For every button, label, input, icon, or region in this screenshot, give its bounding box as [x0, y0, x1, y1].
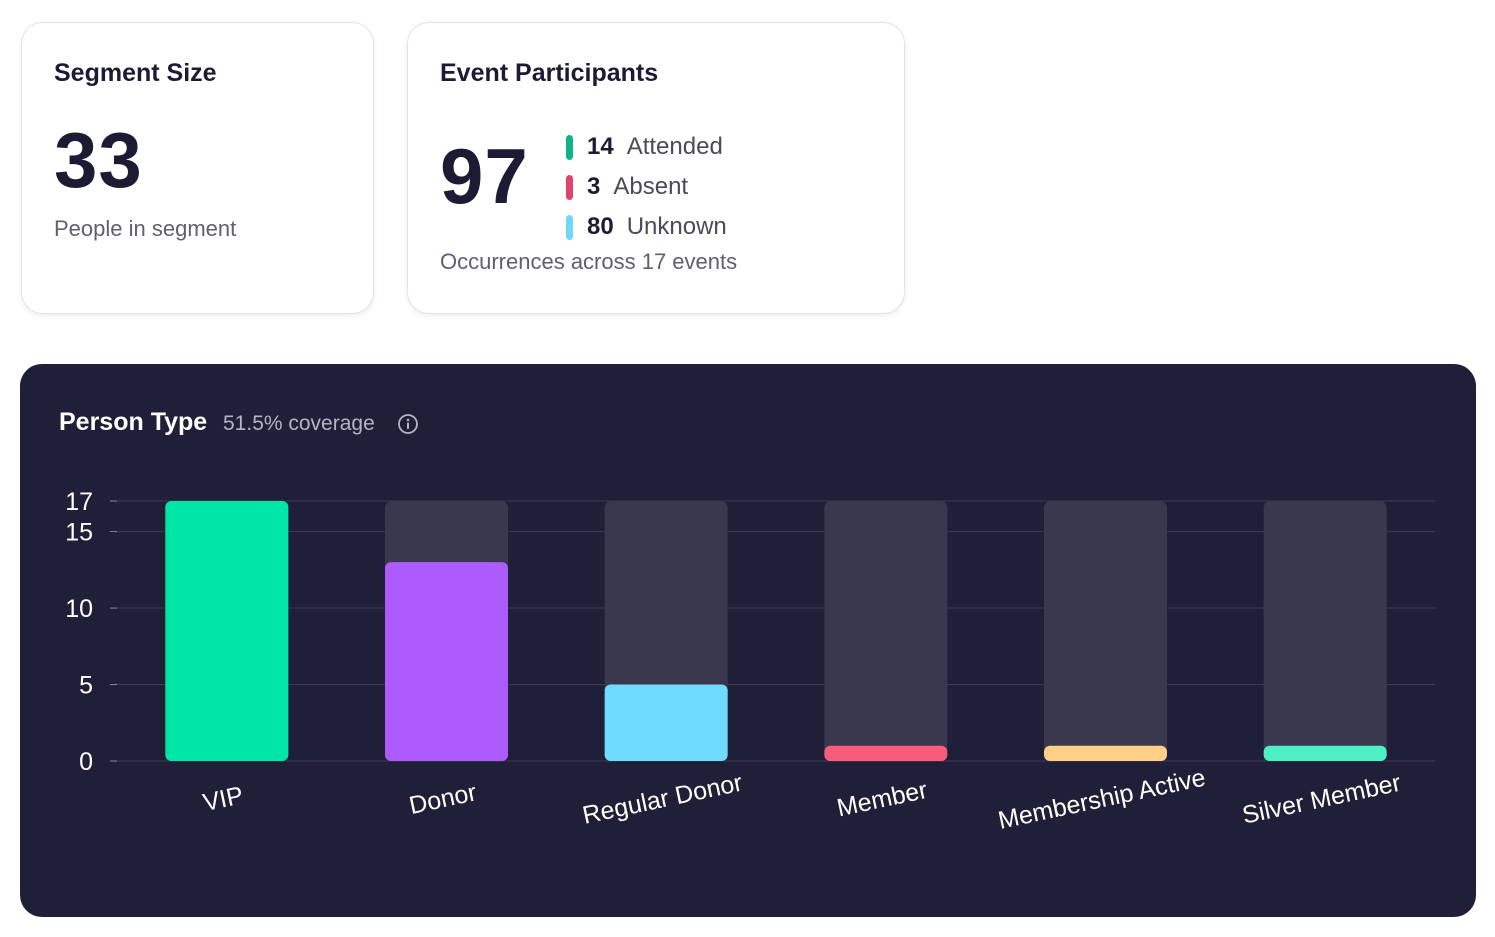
y-tick-label: 0 — [79, 748, 93, 776]
attended-label: Attended — [626, 133, 723, 160]
unknown-count: 80 — [587, 213, 614, 240]
person-type-chart-panel: Person Type 51.5% coverage 0 5 10 15 17 VIP Do… — [20, 364, 1476, 917]
bar-track — [824, 501, 948, 761]
event-participants-value: 97 — [440, 132, 529, 220]
x-tick-label: Silver Member — [1240, 769, 1403, 830]
bar-member — [824, 745, 948, 761]
segment-size-value: 33 — [54, 116, 143, 204]
y-tick-label: 17 — [65, 488, 93, 516]
unknown-label: Unknown — [626, 213, 727, 240]
event-participants-title: Event Participants — [440, 59, 659, 87]
event-participants-caption: Occurrences across 17 events — [440, 249, 738, 274]
breakdown-unknown: 80 Unknown — [566, 207, 727, 247]
chart-title: Person Type — [59, 408, 208, 436]
info-circle-icon[interactable] — [397, 413, 419, 435]
chart-coverage: 51.5% coverage — [223, 412, 375, 435]
absent-color-marker — [566, 174, 573, 200]
segment-size-caption: People in segment — [54, 216, 237, 241]
x-tick-label: Donor — [407, 778, 479, 820]
y-tick-label: 5 — [79, 672, 93, 700]
absent-label: Absent — [613, 173, 689, 200]
attended-color-marker — [566, 134, 573, 160]
segment-size-card: Segment Size 33 People in segment — [21, 22, 374, 314]
unknown-color-marker — [566, 214, 573, 240]
x-tick-label: VIP — [201, 781, 246, 817]
x-tick-label: Member — [834, 776, 930, 822]
attended-count: 14 — [587, 133, 614, 160]
breakdown-absent: 3 Absent — [566, 167, 727, 207]
event-participants-card: Event Participants 97 14 Attended 3 Abse… — [407, 22, 905, 314]
bar-regular-donor — [604, 684, 728, 761]
bar-track — [1044, 501, 1167, 761]
absent-count: 3 — [587, 173, 601, 200]
bar-membership-active — [1044, 745, 1167, 761]
segment-size-title: Segment Size — [54, 59, 217, 87]
x-tick-label: Regular Donor — [580, 769, 745, 830]
y-tick-label: 15 — [65, 519, 93, 547]
bar-vip — [165, 501, 289, 761]
person-type-bar-chart: 0 5 10 15 17 VIP Donor Regular Donor Member Membe… — [65, 488, 1435, 835]
y-tick-label: 10 — [65, 595, 93, 623]
bar-silver-member — [1263, 745, 1387, 761]
breakdown-attended: 14 Attended — [566, 127, 727, 167]
participation-breakdown: 14 Attended 3 Absent 80 Unknown — [566, 127, 727, 247]
x-tick-label: Membership Active — [996, 764, 1208, 835]
bar-donor — [385, 562, 508, 761]
bar-track — [1263, 501, 1387, 761]
